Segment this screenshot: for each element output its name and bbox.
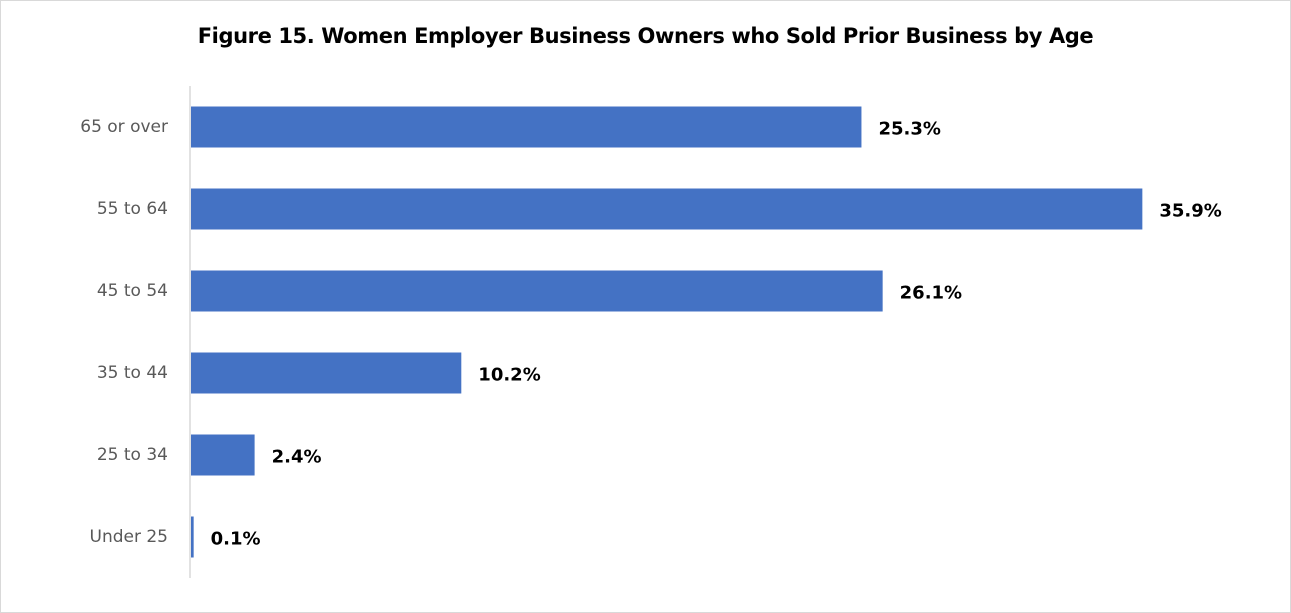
bar-0 xyxy=(191,106,862,148)
chart-title: Figure 15. Women Employer Business Owner… xyxy=(197,24,1094,48)
labels-layer: 65 or over 25.3% 55 to 64 35.9% 45 to 54 26.1… xyxy=(80,117,1222,550)
data-label-1: 35.9% xyxy=(1159,201,1221,222)
category-label-2: 45 to 54 xyxy=(97,281,168,301)
bars-layer xyxy=(191,106,1143,558)
category-label-3: 35 to 44 xyxy=(97,363,168,383)
bar-3 xyxy=(191,352,462,394)
data-label-5: 0.1% xyxy=(211,529,261,550)
data-label-0: 25.3% xyxy=(878,119,940,140)
bar-1 xyxy=(191,188,1143,230)
data-label-4: 2.4% xyxy=(272,447,322,468)
bar-2 xyxy=(191,270,883,312)
category-label-5: Under 25 xyxy=(90,527,169,547)
data-label-3: 10.2% xyxy=(478,365,540,386)
data-label-2: 26.1% xyxy=(900,283,962,304)
category-label-0: 65 or over xyxy=(80,117,168,137)
category-label-1: 55 to 64 xyxy=(97,199,168,219)
bar-4 xyxy=(191,434,255,476)
bar-5 xyxy=(191,516,194,558)
category-label-4: 25 to 34 xyxy=(97,445,168,465)
